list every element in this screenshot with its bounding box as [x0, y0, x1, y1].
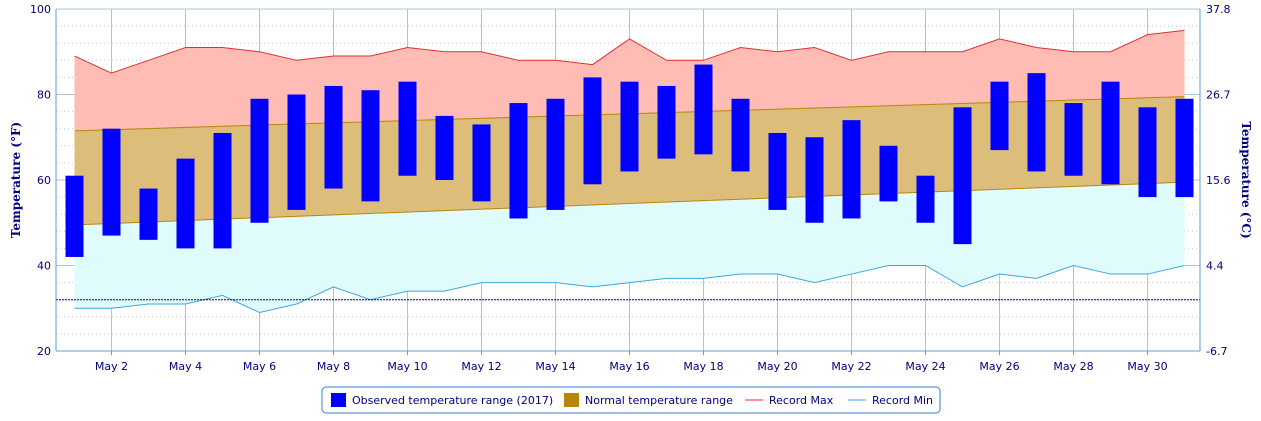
legend-label-record-max[interactable]: Record Max — [769, 394, 834, 407]
observed-range-bar — [509, 103, 528, 219]
x-tick-label: May 24 — [905, 360, 945, 373]
x-tick-label: May 2 — [95, 360, 128, 373]
x-tick-label: May 4 — [169, 360, 202, 373]
observed-range-bar — [583, 77, 602, 185]
observed-range-bar — [213, 132, 232, 249]
y-axis-title-left: Temperature (°F) — [9, 122, 23, 238]
observed-range-bar — [250, 98, 269, 223]
y-axis-title-right: Temperature (°C) — [1239, 121, 1253, 238]
observed-range-bar — [324, 85, 343, 189]
legend-label-observed[interactable]: Observed temperature range (2017) — [352, 394, 553, 407]
y-tick-label-right: 4.4 — [1206, 260, 1224, 273]
observed-range-bar — [1064, 103, 1083, 176]
observed-range-bar — [1027, 73, 1046, 172]
observed-range-bar — [657, 85, 676, 159]
observed-range-bar — [990, 81, 1009, 151]
y-tick-label-left: 60 — [37, 174, 51, 187]
y-tick-label-left: 80 — [37, 89, 51, 102]
x-tick-label: May 30 — [1127, 360, 1167, 373]
observed-range-bar — [842, 120, 861, 219]
record-min-line — [74, 264, 1185, 314]
x-tick-label: May 8 — [317, 360, 350, 373]
x-tick-label: May 18 — [683, 360, 723, 373]
observed-range-bar — [435, 115, 454, 180]
x-tick-label: May 12 — [461, 360, 501, 373]
legend-label-normal[interactable]: Normal temperature range — [585, 394, 733, 407]
observed-range-bar — [694, 64, 713, 155]
observed-range-bar — [65, 175, 84, 257]
y-tick-label-left: 40 — [37, 260, 51, 273]
observed-range-bar — [139, 188, 158, 240]
observed-range-bar — [805, 137, 824, 223]
observed-range-bar — [879, 145, 898, 202]
legend-swatch-observed[interactable] — [331, 393, 346, 407]
y-tick-label-left: 100 — [30, 3, 51, 16]
observed-range-bar — [768, 132, 787, 210]
record-min-band — [74, 182, 1185, 313]
observed-range-bar — [620, 81, 639, 172]
observed-range-bar — [953, 107, 972, 245]
observed-range-bar — [176, 158, 195, 249]
x-tick-label: May 6 — [243, 360, 276, 373]
legend-label-record-min[interactable]: Record Min — [872, 394, 933, 407]
observed-range-bar — [916, 175, 935, 223]
y-tick-label-left: 20 — [37, 345, 51, 358]
observed-range-bar — [361, 90, 380, 202]
x-tick-label: May 14 — [535, 360, 575, 373]
y-tick-label-right: 26.7 — [1206, 89, 1231, 102]
y-tick-label-right: 15.6 — [1206, 174, 1231, 187]
observed-range-bar — [546, 98, 565, 210]
y-tick-label-right: -6.7 — [1206, 345, 1227, 358]
x-tick-label: May 26 — [979, 360, 1019, 373]
observed-range-bar — [731, 98, 750, 172]
observed-range-bar — [472, 124, 491, 202]
record-max-band — [74, 30, 1185, 131]
observed-range-bar — [398, 81, 417, 176]
axes-layer — [55, 9, 1201, 352]
x-tick-label: May 28 — [1053, 360, 1093, 373]
record-max-line — [74, 29, 1185, 74]
y-tick-label-right: 37.8 — [1206, 3, 1231, 16]
tick-layer: 20 40 60 80 100 -6.7 4.4 15.6 26.7 37.8 May 2 May 4… — [30, 3, 1231, 373]
bar-layer — [65, 64, 1194, 257]
x-tick-label: May 22 — [831, 360, 871, 373]
legend-swatch-normal[interactable] — [564, 393, 579, 407]
legend: Observed temperature range (2017) Normal… — [321, 386, 941, 414]
observed-range-bar — [1138, 107, 1157, 198]
x-tick-label: May 16 — [609, 360, 649, 373]
legend-box — [321, 386, 941, 414]
observed-range-bar — [102, 128, 121, 236]
observed-range-bar — [1175, 98, 1194, 198]
observed-range-bar — [1101, 81, 1120, 185]
x-tick-label: May 20 — [757, 360, 797, 373]
x-tick-label: May 10 — [387, 360, 427, 373]
observed-range-bar — [287, 94, 306, 210]
